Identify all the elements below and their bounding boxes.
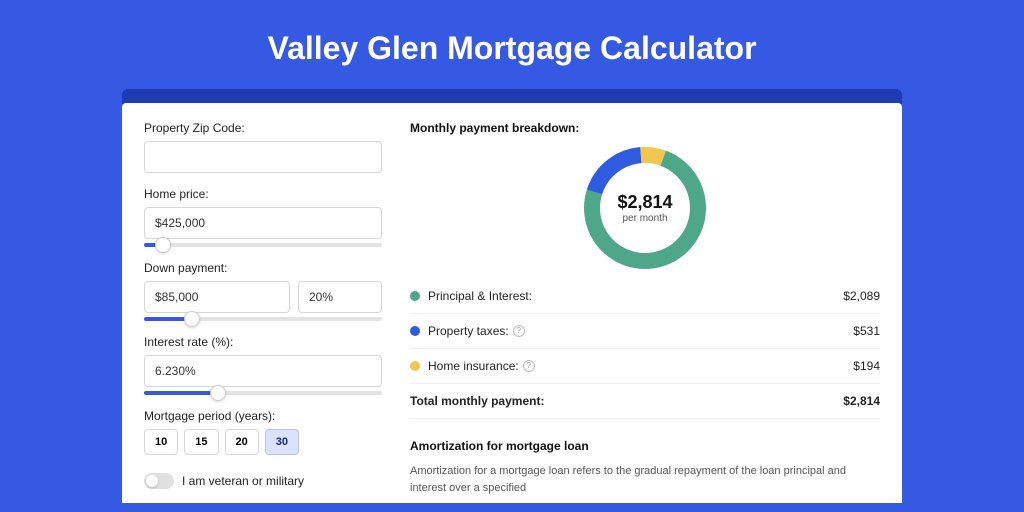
interest-rate-slider-thumb[interactable] <box>210 385 226 401</box>
veteran-row: I am veteran or military <box>144 473 382 489</box>
period-btn-10[interactable]: 10 <box>144 429 178 455</box>
down-payment-amount-input[interactable] <box>144 281 290 313</box>
form-panel: Property Zip Code: Home price: Down paym… <box>144 121 382 503</box>
legend-dot-pi <box>410 291 420 301</box>
legend-amount-ins: $194 <box>853 359 880 373</box>
legend-label-pi: Principal & Interest: <box>428 289 843 303</box>
amortization-title: Amortization for mortgage loan <box>410 439 880 453</box>
donut-chart: $2,814 per month <box>584 147 706 269</box>
donut-chart-wrap: $2,814 per month <box>410 141 880 279</box>
legend-label-ins: Home insurance: ? <box>428 359 853 373</box>
home-price-slider[interactable] <box>144 243 382 247</box>
veteran-toggle[interactable] <box>144 473 174 489</box>
legend-dot-tax <box>410 326 420 336</box>
zip-input[interactable] <box>144 141 382 173</box>
donut-sub: per month <box>617 213 672 224</box>
page-title: Valley Glen Mortgage Calculator <box>0 0 1024 89</box>
home-price-slider-thumb[interactable] <box>155 237 171 253</box>
legend-label-total: Total monthly payment: <box>410 394 843 408</box>
down-payment-slider-thumb[interactable] <box>184 311 200 327</box>
period-btn-20[interactable]: 20 <box>225 429 259 455</box>
legend-label-tax: Property taxes: ? <box>428 324 853 338</box>
legend-row-pi: Principal & Interest: $2,089 <box>410 279 880 314</box>
interest-rate-slider[interactable] <box>144 391 382 395</box>
card-backdrop: Property Zip Code: Home price: Down paym… <box>122 89 902 503</box>
veteran-toggle-knob <box>146 475 158 487</box>
interest-rate-label: Interest rate (%): <box>144 335 382 349</box>
amortization-text: Amortization for a mortgage loan refers … <box>410 463 880 496</box>
breakdown-panel: Monthly payment breakdown: $2,814 per mo… <box>410 121 880 503</box>
down-payment-pct-input[interactable] <box>298 281 382 313</box>
info-icon[interactable]: ? <box>523 360 535 372</box>
legend-row-tax: Property taxes: ? $531 <box>410 314 880 349</box>
veteran-label: I am veteran or military <box>182 474 304 488</box>
donut-center: $2,814 per month <box>617 192 672 224</box>
breakdown-title: Monthly payment breakdown: <box>410 121 880 135</box>
period-button-group: 10 15 20 30 <box>144 429 382 455</box>
interest-rate-input[interactable] <box>144 355 382 387</box>
donut-amount: $2,814 <box>617 192 672 213</box>
period-btn-15[interactable]: 15 <box>184 429 218 455</box>
legend-row-total: Total monthly payment: $2,814 <box>410 384 880 419</box>
period-label: Mortgage period (years): <box>144 409 382 423</box>
down-payment-slider[interactable] <box>144 317 382 321</box>
calculator-card: Property Zip Code: Home price: Down paym… <box>122 103 902 503</box>
down-payment-label: Down payment: <box>144 261 382 275</box>
period-btn-30[interactable]: 30 <box>265 429 299 455</box>
home-price-input[interactable] <box>144 207 382 239</box>
legend-dot-ins <box>410 361 420 371</box>
home-price-label: Home price: <box>144 187 382 201</box>
info-icon[interactable]: ? <box>513 325 525 337</box>
legend-amount-tax: $531 <box>853 324 880 338</box>
legend-amount-pi: $2,089 <box>843 289 880 303</box>
zip-label: Property Zip Code: <box>144 121 382 135</box>
legend-row-ins: Home insurance: ? $194 <box>410 349 880 384</box>
legend-amount-total: $2,814 <box>843 394 880 408</box>
